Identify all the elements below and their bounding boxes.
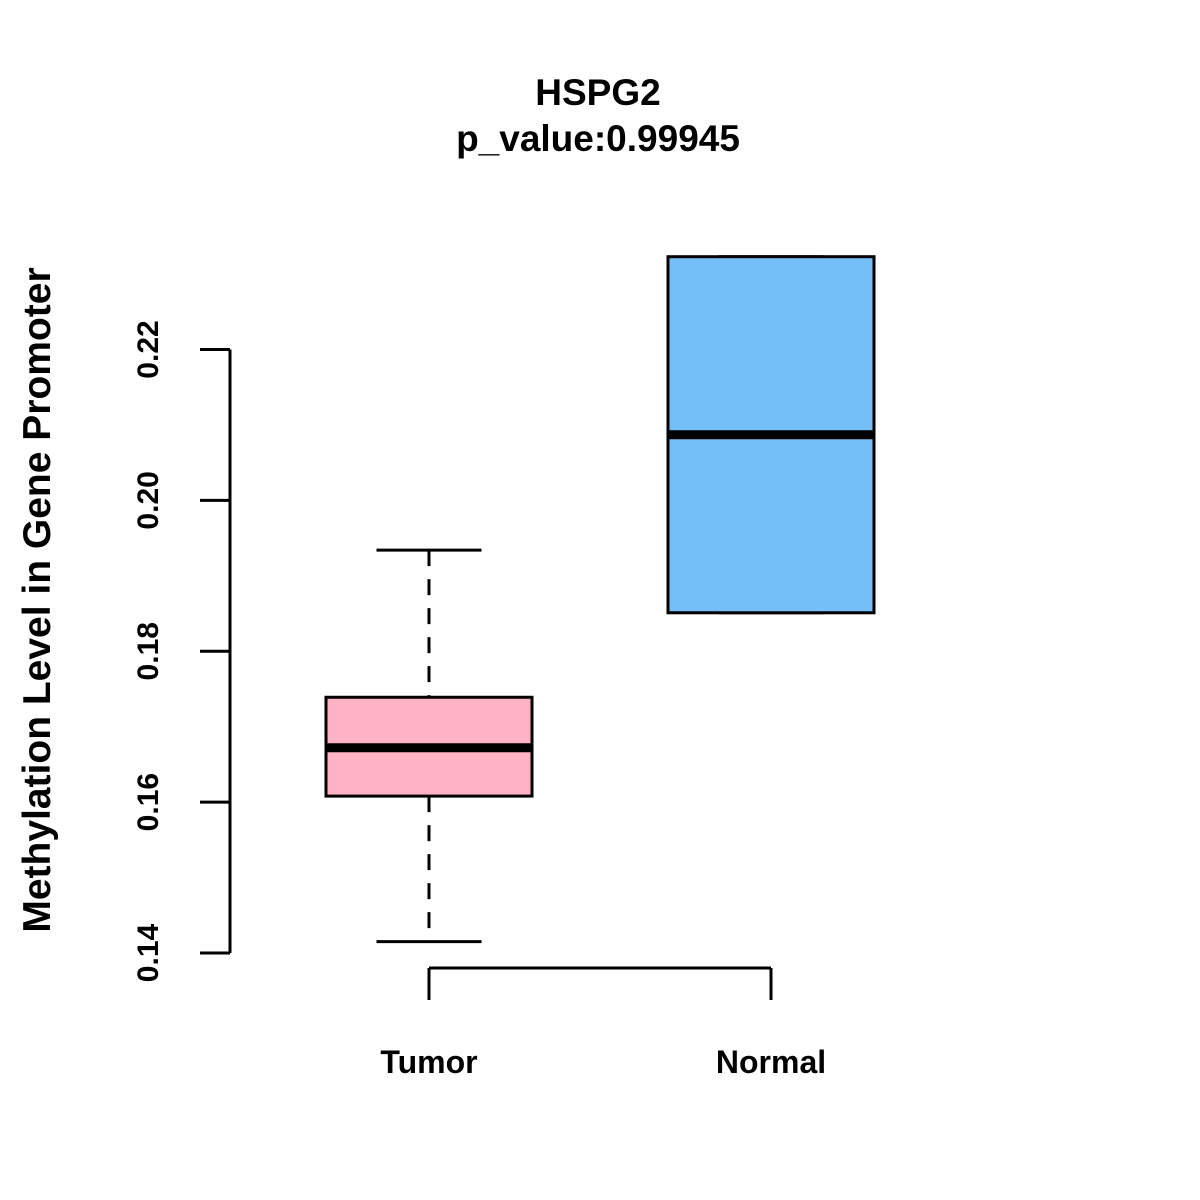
y-tick-label: 0.18 (132, 622, 165, 680)
chart-title: HSPG2 (535, 72, 661, 113)
y-tick-label: 0.22 (132, 320, 165, 378)
chart-subtitle-pvalue: p_value:0.99945 (456, 118, 740, 159)
y-axis-title: Methylation Level in Gene Promoter (16, 267, 59, 933)
x-category-label: Tumor (380, 1044, 477, 1080)
y-tick-label: 0.16 (132, 773, 165, 831)
y-tick-label: 0.20 (132, 471, 165, 529)
y-tick-label: 0.14 (132, 923, 165, 982)
x-category-label: Normal (716, 1044, 826, 1080)
